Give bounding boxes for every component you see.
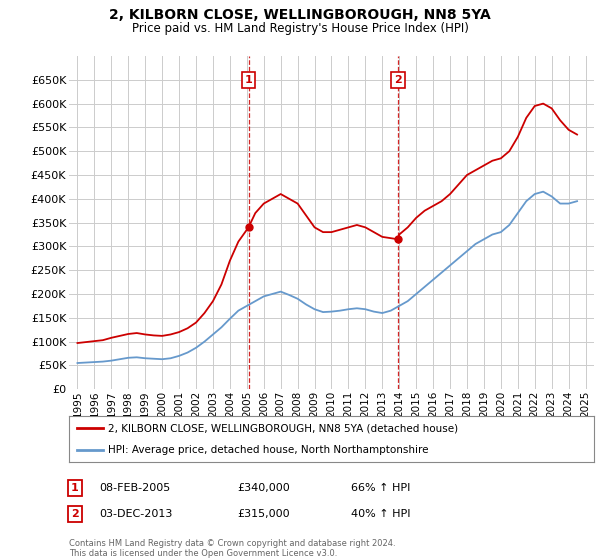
Text: 2, KILBORN CLOSE, WELLINGBOROUGH, NN8 5YA: 2, KILBORN CLOSE, WELLINGBOROUGH, NN8 5Y…	[109, 8, 491, 22]
Text: HPI: Average price, detached house, North Northamptonshire: HPI: Average price, detached house, Nort…	[109, 445, 429, 455]
Text: Price paid vs. HM Land Registry's House Price Index (HPI): Price paid vs. HM Land Registry's House …	[131, 22, 469, 35]
Text: 66% ↑ HPI: 66% ↑ HPI	[351, 483, 410, 493]
Text: 03-DEC-2013: 03-DEC-2013	[99, 509, 172, 519]
Text: 40% ↑ HPI: 40% ↑ HPI	[351, 509, 410, 519]
Text: 2, KILBORN CLOSE, WELLINGBOROUGH, NN8 5YA (detached house): 2, KILBORN CLOSE, WELLINGBOROUGH, NN8 5Y…	[109, 423, 458, 433]
Text: £340,000: £340,000	[237, 483, 290, 493]
Text: 2: 2	[71, 509, 79, 519]
Text: 2: 2	[394, 75, 402, 85]
Text: £315,000: £315,000	[237, 509, 290, 519]
Text: Contains HM Land Registry data © Crown copyright and database right 2024.
This d: Contains HM Land Registry data © Crown c…	[69, 539, 395, 558]
Text: 08-FEB-2005: 08-FEB-2005	[99, 483, 170, 493]
Text: 1: 1	[245, 75, 253, 85]
Text: 1: 1	[71, 483, 79, 493]
